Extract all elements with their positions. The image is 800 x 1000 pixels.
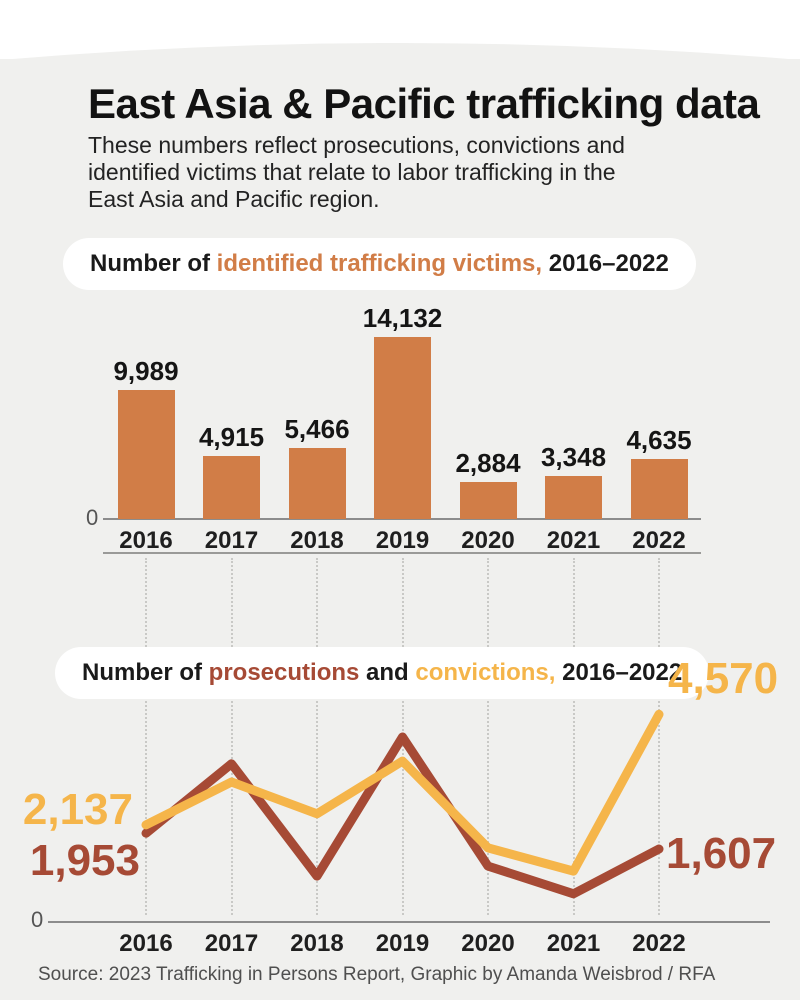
bar-value-label-2022: 4,635 <box>626 425 692 456</box>
grid-line-2019 <box>401 558 404 915</box>
line-chart-zero-label: 0 <box>31 907 44 932</box>
bar-value-label-2021: 3,348 <box>540 441 607 472</box>
line-chart-title-mid: and <box>359 659 416 686</box>
bar-value-label-2017: 4,915 <box>198 421 265 452</box>
line-chart-title-prosecutions: prosecutions <box>208 659 360 686</box>
page-title: East Asia & Pacific trafficking data <box>88 80 760 127</box>
grid-line-2017 <box>230 558 233 915</box>
line-x-label-2019: 2019 <box>375 930 430 957</box>
grid-line-2016 <box>145 558 147 915</box>
bar-2022 <box>630 459 688 519</box>
bar-2020 <box>459 481 517 519</box>
grid-line-2021 <box>572 558 575 915</box>
prosecutions-end-value: 1,607 <box>666 829 777 878</box>
bar-x-label-2020: 2020 <box>461 527 515 554</box>
line-x-label-2020: 2020 <box>461 930 515 957</box>
line-chart-title-prefix: Number of <box>82 659 209 686</box>
grid-line-2020 <box>487 558 489 915</box>
card-curved-top <box>0 43 800 60</box>
bar-x-label-2022: 2022 <box>632 527 686 554</box>
bar-value-label-2018: 5,466 <box>284 414 350 445</box>
line-chart-title-pill: Number of prosecutions and convictions, … <box>55 647 710 699</box>
bar-2018 <box>288 448 346 519</box>
convictions-end-value: 4,570 <box>668 654 779 703</box>
line-x-label-2018: 2018 <box>290 930 344 957</box>
bar-value-label-2020: 2,884 <box>455 447 521 478</box>
grid-line-2022 <box>658 558 660 915</box>
bar-value-label-2016: 9,989 <box>113 356 179 387</box>
bar-2021 <box>545 475 602 519</box>
bar-chart-zero-label: 0 <box>86 505 99 530</box>
line-x-label-2016: 2016 <box>119 930 173 957</box>
bar-chart-title-prefix: Number of <box>90 250 217 277</box>
grid-line-2018 <box>316 558 318 915</box>
line-x-label-2021: 2021 <box>546 930 601 957</box>
bar-2016 <box>117 390 175 519</box>
bar-chart-title-pill: Number of identified trafficking victims… <box>63 238 696 290</box>
bar-x-label-2016: 2016 <box>119 527 173 554</box>
bar-chart-title-highlight: identified trafficking victims, <box>216 250 543 277</box>
bar-x-label-2018: 2018 <box>290 527 344 554</box>
page-subtitle: These numbers reflect prosecutions, conv… <box>88 132 625 212</box>
bar-x-label-2021: 2021 <box>546 527 601 554</box>
convictions-start-value: 2,137 <box>22 785 133 834</box>
bar-2019 <box>374 336 431 519</box>
source-note: Source: 2023 Trafficking in Persons Repo… <box>38 964 716 985</box>
bar-value-label-2019: 14,132 <box>362 302 443 333</box>
bar-2017 <box>203 455 260 519</box>
line-chart-title-suffix: 2016–2022 <box>555 659 683 686</box>
bar-x-label-2019: 2019 <box>375 527 430 554</box>
bar-chart-axis-line <box>103 518 701 520</box>
line-chart-title-convictions: convictions, <box>415 659 556 686</box>
bar-x-label-2017: 2017 <box>204 527 259 554</box>
bar-chart-footer-line <box>103 552 701 554</box>
bar-chart-title-suffix: 2016–2022 <box>542 250 669 277</box>
line-chart-axis-line <box>48 921 770 923</box>
line-x-label-2022: 2022 <box>632 930 686 957</box>
line-x-label-2017: 2017 <box>204 930 259 957</box>
prosecutions-start-value: 1,953 <box>29 836 140 885</box>
